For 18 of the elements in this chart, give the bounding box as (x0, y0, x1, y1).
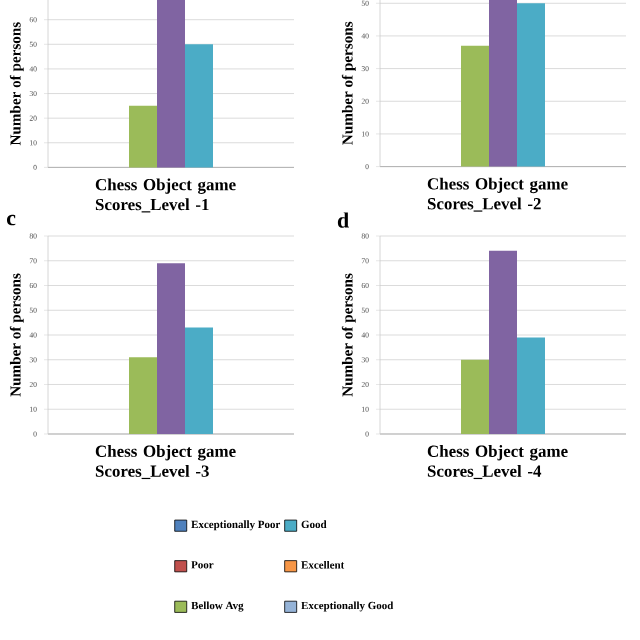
chart-title: c (6, 214, 16, 226)
x-tick-label: Chess Object game Scores_Level -1 (95, 178, 236, 213)
bar (461, 359, 489, 434)
bar (129, 357, 157, 434)
bar (157, 0, 185, 168)
bar (517, 3, 545, 167)
bar (185, 327, 213, 434)
bar (489, 0, 517, 167)
x-tick-label: Chess Object game Scores_Level -3 (95, 445, 236, 480)
x-tick-label: Chess Object game Scores_Level -2 (427, 177, 568, 212)
bar (129, 105, 157, 168)
bar (489, 250, 517, 434)
bar (157, 263, 185, 434)
x-tick-label: Chess Object game Scores_Level -4 (427, 445, 568, 480)
bar (461, 45, 489, 167)
bar (517, 337, 545, 434)
bar (185, 44, 213, 168)
chart-title: d (337, 212, 349, 228)
